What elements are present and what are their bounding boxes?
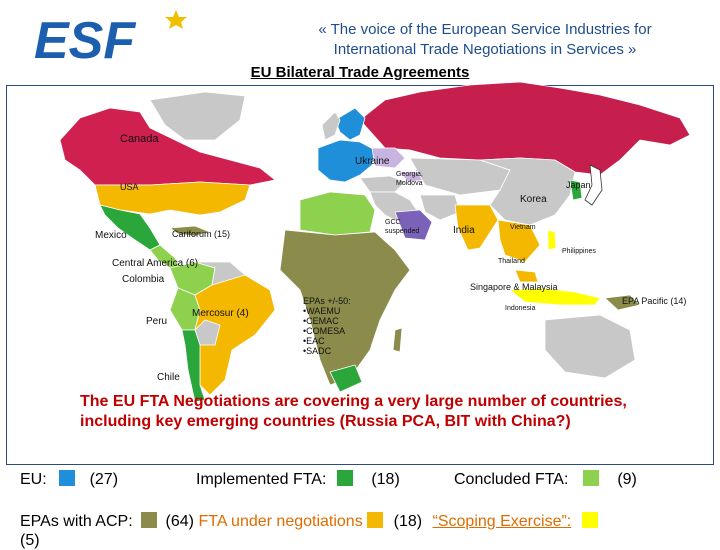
legend-implemented-count: (18) [371, 471, 400, 488]
chile-region [181, 329, 206, 403]
legend-epas-swatch [141, 512, 158, 528]
tagline-line-2: International Trade Negotiations in Serv… [333, 41, 637, 58]
iran-region [419, 194, 461, 221]
esf-logo: ESF [34, 10, 187, 64]
legend-eu-label: EU: [20, 471, 47, 488]
logo-text: ESF [34, 12, 136, 64]
label-philippines: Philippines [562, 248, 596, 255]
label-georgia-line: Georgia, [396, 171, 423, 178]
legend-epas-count: (64) [165, 513, 194, 530]
ukraine-region [371, 147, 406, 169]
legend-epas-label: EPAs with ACP: [20, 513, 133, 530]
tagline: « The voice of the European Service Indu… [250, 20, 720, 60]
label-japan: Japan [566, 180, 591, 190]
malaysia-region [514, 269, 539, 283]
russia-region [359, 81, 691, 176]
indonesia-region [508, 287, 601, 306]
greenland-region [149, 91, 246, 141]
label-indonesia: Indonesia [505, 305, 536, 312]
south-africa-region [329, 364, 363, 393]
label-epas-line: EPAs +/-50: [303, 296, 351, 306]
legend-negotiations-label: FTA under negotiations [198, 513, 363, 530]
legend-epas: EPAs with ACP: (64) FTA under negotiatio… [20, 512, 598, 531]
label-chile: Chile [157, 372, 180, 383]
gcc-region [394, 209, 433, 241]
label-epas-line: •COMESA [303, 326, 346, 336]
scandinavia-region [334, 107, 366, 141]
label-usa: USA [120, 182, 139, 192]
legend-eu: EU: (27) [20, 470, 118, 489]
label-central-america: Central America (6) [112, 258, 199, 269]
label-korea: Korea [520, 194, 547, 205]
label-colombia: Colombia [122, 274, 165, 285]
korea-region [569, 179, 583, 201]
label-ukraine: Ukraine [355, 156, 390, 167]
legend-concluded-count: (9) [617, 471, 637, 488]
label-canada: Canada [120, 133, 159, 145]
japan-region [584, 164, 603, 206]
tagline-line-1: « The voice of the European Service Indu… [318, 21, 652, 38]
label-vietnam: Vietnam [510, 224, 536, 231]
legend: EU: (27) Implemented FTA: (18) Concluded… [0, 466, 720, 549]
label-mexico: Mexico [95, 230, 127, 241]
label-gcc: GCC suspended [385, 218, 419, 236]
label-peru: Peru [146, 316, 168, 327]
label-india: India [453, 225, 475, 236]
header: ESF « The voice of the European Service … [0, 0, 720, 68]
label-thailand: Thailand [498, 258, 525, 265]
label-epas-line: •CEMAC [303, 316, 339, 326]
africa-epa-region [279, 229, 411, 386]
north-africa-region [299, 191, 376, 236]
legend-concluded-label: Concluded FTA: [454, 471, 569, 488]
legend-concluded-swatch [582, 470, 599, 486]
legend-negotiations-count: (18) [393, 513, 423, 530]
negotiations-message: The EU FTA Negotiations are covering a v… [80, 393, 627, 430]
eu-region [317, 139, 376, 183]
logo-star-icon [165, 10, 187, 29]
legend-implemented-swatch [336, 470, 353, 486]
label-epas-line: •EAC [303, 336, 325, 346]
papua-region [604, 294, 641, 311]
legend-implemented-label: Implemented FTA: [196, 471, 327, 488]
madagascar-region [392, 327, 403, 353]
label-georgia-moldova: Georgia, Moldova [396, 170, 423, 188]
legend-scoping-label: “Scoping Exercise”: [432, 513, 572, 530]
label-singapore-malaysia: Singapore & Malaysia [470, 282, 558, 292]
page-title: EU Bilateral Trade Agreements [250, 64, 470, 81]
philippines-region [547, 229, 557, 251]
legend-scoping-swatch [581, 512, 598, 528]
cariforum-region [168, 225, 212, 237]
label-moldova-line: Moldova [396, 180, 423, 187]
canada-region [59, 107, 276, 186]
legend-eu-count: (27) [89, 471, 119, 488]
label-gcc-suspended-line: suspended [385, 228, 420, 235]
southeast-asia-region [497, 219, 541, 263]
label-epas-africa: EPAs +/-50: •WAEMU •CEMAC •COMESA •EAC •… [303, 296, 351, 356]
legend-concluded: Concluded FTA: (9) [454, 470, 637, 489]
label-cariforum: Cariforum (15) [172, 229, 231, 239]
map-frame [6, 85, 714, 465]
label-epas-line: •SADC [303, 346, 332, 356]
china-region [479, 157, 576, 226]
legend-negotiations-swatch [367, 512, 384, 528]
label-mercosur: Mercosur (4) [192, 308, 249, 319]
label-epa-pacific: EPA Pacific (14) [622, 296, 687, 306]
legend-eu-swatch [59, 470, 76, 486]
turkey-region [359, 175, 406, 193]
norway-region [321, 111, 341, 141]
australia-region [544, 314, 636, 379]
legend-scoping-count: (5) [20, 532, 40, 549]
label-epas-line: •WAEMU [303, 306, 341, 316]
legend-implemented: Implemented FTA: (18) [196, 470, 400, 489]
label-gcc-line: GCC [385, 219, 401, 226]
india-region [454, 204, 499, 251]
